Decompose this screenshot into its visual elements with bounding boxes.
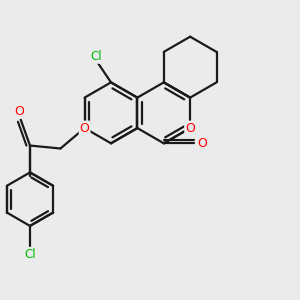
Text: Cl: Cl [24,248,36,261]
Text: O: O [197,137,207,150]
Text: O: O [185,122,195,135]
Text: O: O [80,122,89,135]
Text: O: O [14,105,24,118]
Text: Cl: Cl [90,50,102,63]
